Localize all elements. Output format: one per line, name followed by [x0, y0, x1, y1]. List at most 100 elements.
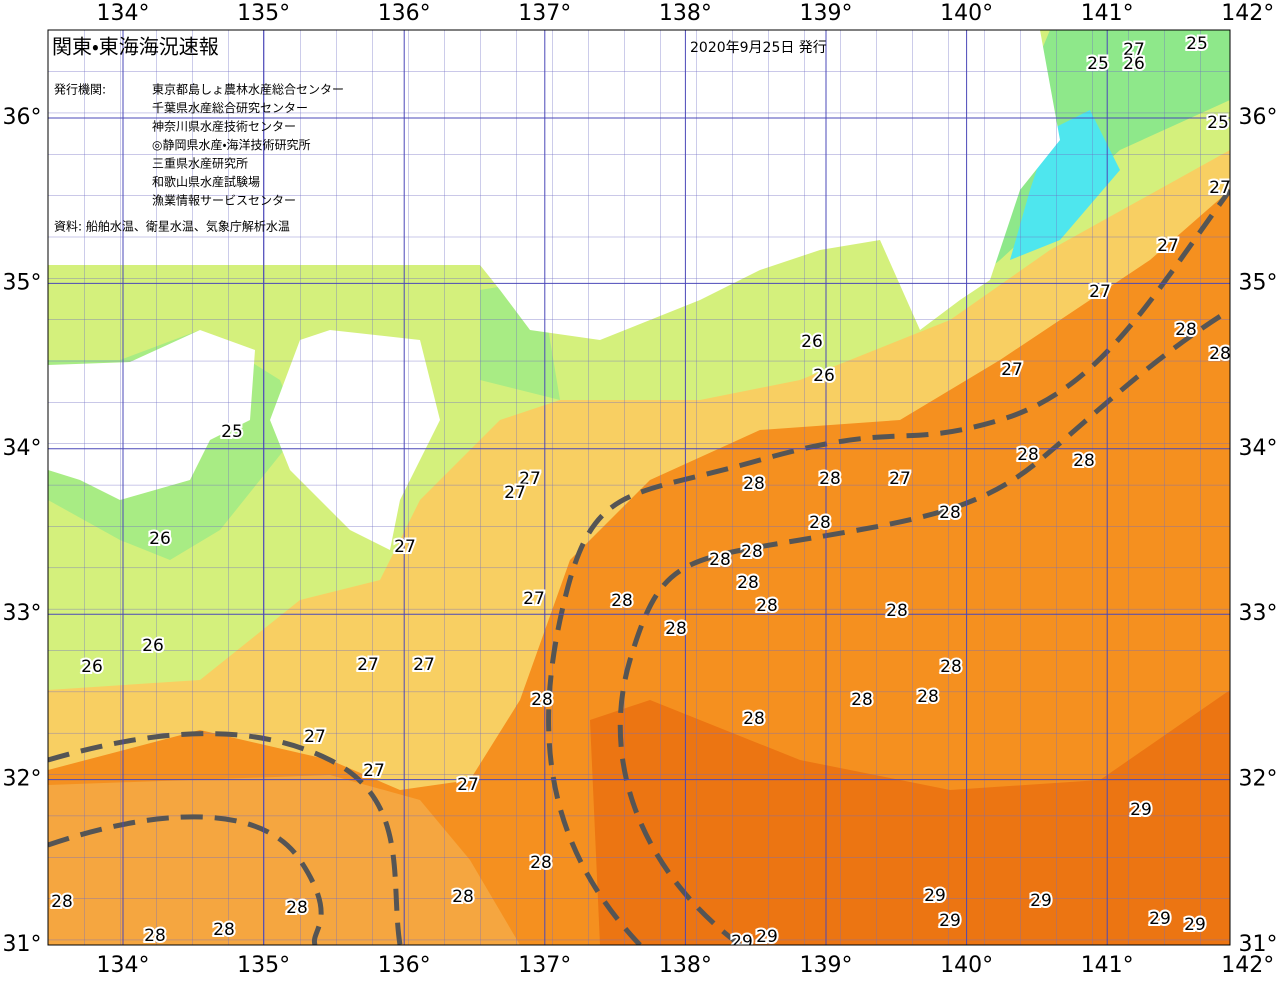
contour-label: 28 [940, 657, 962, 677]
contour-label: 29 [1184, 915, 1206, 935]
contour-label: 27 [413, 655, 435, 675]
contour-label: 27 [1089, 282, 1111, 302]
lat-label: 33° [3, 601, 42, 626]
fine-grid [48, 30, 1230, 945]
contour-label: 29 [756, 927, 778, 947]
current-line [48, 814, 324, 945]
contour-label: 26 [142, 636, 164, 656]
lat-label: 32° [1239, 767, 1278, 792]
contour-label: 27 [889, 469, 911, 489]
lon-label: 141° [1081, 1, 1134, 26]
contour-label: 28 [213, 920, 235, 940]
contour-label: 28 [886, 601, 908, 621]
lon-label: 139° [800, 1, 853, 26]
contour-label: 27 [519, 469, 541, 489]
contour-label: 28 [1073, 451, 1095, 471]
contour-label: 28 [737, 573, 759, 593]
lat-label: 34° [1239, 436, 1278, 461]
contour-label: 26 [81, 657, 103, 677]
contour-label: 27 [1001, 360, 1023, 380]
contour-label: 26 [813, 366, 835, 386]
contour-label: 28 [1017, 445, 1039, 465]
contour-label: 26 [149, 529, 171, 549]
contour-label: 28 [743, 474, 765, 494]
publisher: 三重県水産研究所 [152, 157, 248, 171]
contour-label: 27 [363, 761, 385, 781]
lat-label: 31° [1239, 932, 1278, 957]
contour-label: 27 [457, 775, 479, 795]
publisher: 千葉県水産総合研究センター [152, 100, 308, 115]
contour-label: 28 [530, 853, 552, 873]
contour-label: 25 [1186, 34, 1208, 54]
title: 関東・東海海況速報 [52, 35, 219, 59]
lon-label: 136° [378, 1, 431, 26]
lon-label: 142° [1221, 1, 1274, 26]
publisher: 和歌山県水産試験場 [152, 174, 260, 189]
lon-label: 138° [659, 1, 712, 26]
lon-label: 137° [518, 953, 571, 978]
axis-labels: 134° 134° 135° 135° 136° 136° 137° 137° 138° 138°… [3, 1, 1278, 978]
contour-label: 28 [144, 926, 166, 946]
lat-label: 35° [1239, 270, 1278, 295]
contour-label: 25 [1087, 54, 1109, 74]
degree-grid [48, 30, 1230, 945]
lat-label: 36° [3, 105, 42, 130]
lon-label: 134° [97, 1, 150, 26]
lon-label: 135° [237, 1, 290, 26]
lon-label: 137° [518, 1, 571, 26]
contour-label: 28 [939, 503, 961, 523]
lat-label: 31° [3, 932, 42, 957]
lat-label: 35° [3, 270, 42, 295]
contour-label: 27 [1209, 178, 1231, 198]
publisher: 神奈川県水産技術センター [152, 119, 296, 134]
publisher-label: 発行機関: [54, 83, 106, 97]
current-line [48, 731, 403, 945]
contour-label: 28 [611, 591, 633, 611]
contour-label: 28 [756, 596, 778, 616]
contour-label: 28 [531, 690, 553, 710]
lat-label: 33° [1239, 601, 1278, 626]
contour-label: 25 [221, 422, 243, 442]
contour-label: 27 [394, 537, 416, 557]
lon-label: 140° [940, 1, 993, 26]
lon-label: 142° [1221, 953, 1274, 978]
contour-label: 28 [286, 898, 308, 918]
contour-label: 28 [819, 469, 841, 489]
publisher: 東京都島しょ農林水産総合センター [152, 82, 344, 97]
contour-label: 27 [1123, 40, 1145, 60]
contour-label: 27 [1157, 236, 1179, 256]
issue-date: 2020年9月25日 発行 [690, 40, 827, 56]
contour-label: 28 [1175, 320, 1197, 340]
contour-label: 28 [1209, 344, 1231, 364]
current-axes [48, 188, 1230, 945]
lon-label: 138° [659, 953, 712, 978]
publisher: 漁業情報サービスセンター [152, 194, 296, 208]
publishers: 東京都島しょ農林水産総合センター千葉県水産総合研究センター神奈川県水産技術センタ… [152, 82, 344, 208]
lon-label: 136° [378, 953, 431, 978]
contour-label: 28 [665, 619, 687, 639]
contour-label: 27 [523, 589, 545, 609]
current-line [546, 188, 1230, 945]
contour-label: 28 [809, 513, 831, 533]
contour-label: 26 [1123, 54, 1145, 74]
lat-label: 32° [3, 767, 42, 792]
contour-label: 29 [1149, 909, 1171, 929]
lon-label: 139° [800, 953, 853, 978]
contour-label: 26 [801, 332, 823, 352]
contour-label: 28 [51, 892, 73, 912]
contour-label: 28 [851, 690, 873, 710]
lon-label: 141° [1081, 953, 1134, 978]
contour-label: 28 [741, 542, 763, 562]
contour-label: 28 [709, 550, 731, 570]
contour-label: 29 [1030, 891, 1052, 911]
contour-label: 27 [504, 483, 526, 503]
publisher: ◎静岡県水産・海洋技術研究所 [152, 137, 311, 152]
contour-label: 27 [357, 655, 379, 675]
lon-label: 135° [237, 953, 290, 978]
contour-label: 25 [1207, 113, 1229, 133]
contour-label: 29 [731, 932, 753, 952]
contour-label: 28 [743, 709, 765, 729]
